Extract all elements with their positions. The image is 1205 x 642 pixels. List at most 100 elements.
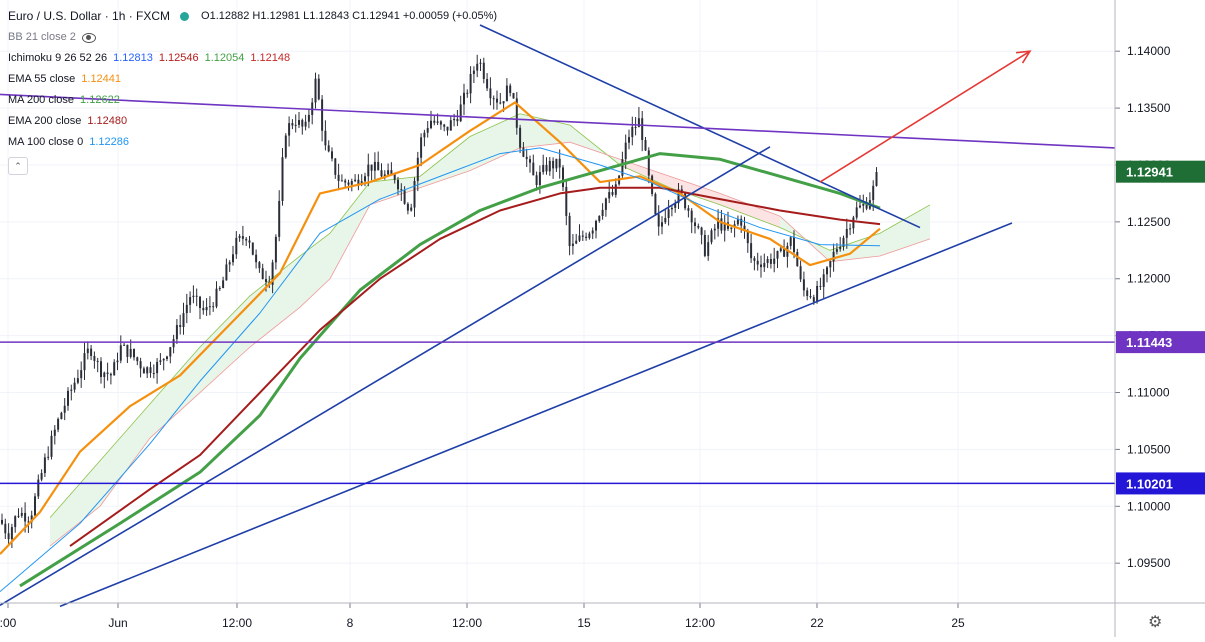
candle-body	[241, 236, 244, 239]
candle-body	[307, 114, 310, 122]
candle-body	[367, 164, 370, 177]
indicator-row[interactable]: MA 100 close 0 1.12286	[8, 132, 497, 153]
candle-body	[347, 182, 350, 185]
price-badge	[1116, 472, 1205, 495]
candle-body	[565, 187, 568, 216]
candle-body	[542, 164, 545, 173]
candle-body	[199, 296, 201, 309]
x-tick-label: 25	[951, 616, 965, 630]
candle-body	[337, 174, 340, 181]
candle-body	[93, 356, 96, 361]
candle-body	[529, 159, 531, 163]
candle-body	[103, 372, 106, 377]
x-tick-label: :00	[0, 616, 17, 630]
candle-body	[40, 473, 43, 480]
cloud-segment	[100, 403, 150, 507]
indicator-row[interactable]: EMA 200 close 1.12480	[8, 111, 497, 132]
candle-body	[581, 235, 584, 237]
candle-body	[354, 179, 357, 182]
candle-body	[545, 164, 548, 172]
indicator-name: Ichimoku 9 26 52 26	[8, 52, 108, 64]
symbol-title[interactable]: Euro / U.S. Dollar · 1h · FXCM	[8, 9, 171, 23]
candle-body	[248, 240, 251, 243]
indicator-row[interactable]: Ichimoku 9 26 52 26 1.12813 1.12546 1.12054…	[8, 48, 497, 69]
candle-body	[357, 179, 360, 185]
candle-body	[449, 120, 452, 131]
candle-body	[789, 237, 792, 246]
candle-body	[667, 209, 670, 218]
indicator-row[interactable]: MA 200 close 1.12622	[8, 90, 497, 111]
candle-body	[119, 345, 122, 361]
candle-body	[232, 254, 234, 263]
candle-body	[175, 325, 178, 340]
candle-body	[555, 158, 558, 169]
candle-body	[469, 74, 472, 94]
candle-body	[123, 344, 126, 346]
candle-body	[195, 295, 198, 297]
trendline	[59, 222, 1013, 608]
candle-body	[258, 262, 261, 269]
candle-body	[552, 160, 555, 169]
candle-body	[773, 258, 776, 264]
ma-line	[19, 152, 881, 588]
candle-body	[760, 264, 762, 268]
candle-body	[142, 368, 145, 374]
indicator-row[interactable]: BB 21 close 2	[8, 27, 497, 48]
hidden-eye-icon[interactable]	[81, 32, 96, 43]
candle-body	[525, 156, 528, 160]
settings-gear-icon[interactable]: ⚙	[1148, 614, 1163, 631]
candle-body	[426, 128, 429, 133]
candle-body	[512, 93, 515, 99]
candle-body	[172, 339, 175, 348]
candle-body	[228, 262, 231, 265]
candle-body	[482, 62, 485, 79]
ohlc-readout: O1.12882 H1.12981 L1.12843 C1.12941 +0.0…	[201, 10, 498, 22]
x-tick-label: Jun	[108, 616, 127, 630]
trendline	[479, 24, 921, 229]
candle-body	[403, 190, 406, 204]
candle-body	[802, 279, 805, 291]
y-tick-label: 1.12500	[1127, 215, 1171, 229]
candle-body	[50, 435, 53, 457]
candle-body	[433, 120, 436, 123]
candle-body	[100, 361, 102, 377]
candle-body	[278, 200, 281, 237]
y-tick-label: 1.14000	[1127, 44, 1171, 58]
candle-body	[70, 389, 73, 391]
indicator-value: 1.12441	[81, 73, 122, 85]
candle-body	[515, 98, 518, 128]
candle-body	[628, 137, 630, 143]
candle-body	[707, 242, 710, 256]
indicator-row[interactable]: EMA 55 close 1.12441	[8, 69, 497, 90]
candle-body	[1, 519, 3, 524]
candle-body	[809, 296, 812, 298]
indicator-name: MA 200 close	[8, 94, 75, 106]
candle-body	[225, 264, 228, 281]
candle-body	[746, 230, 749, 244]
candle-body	[806, 290, 809, 297]
collapse-legend-button[interactable]: ⌃	[8, 157, 28, 175]
candle-body	[783, 248, 786, 257]
candle-body	[317, 78, 320, 100]
candle-body	[598, 215, 601, 221]
candle-body	[875, 172, 878, 186]
candle-body	[829, 261, 832, 268]
candle-body	[641, 118, 644, 140]
candle-body	[690, 210, 693, 223]
candle-body	[423, 132, 426, 138]
candle-body	[116, 360, 119, 363]
candle-body	[793, 237, 795, 253]
ma-line	[0, 147, 881, 593]
indicator-value: 1.12813	[113, 52, 153, 64]
candle-body	[60, 412, 63, 419]
candle-body	[4, 523, 7, 534]
candle-body	[463, 92, 465, 105]
candle-body	[235, 237, 238, 255]
x-tick-label: 12:00	[685, 616, 715, 630]
candle-body	[776, 251, 779, 259]
candle-body	[215, 288, 218, 307]
ichimoku-cloud	[49, 113, 931, 547]
x-tick-label: 12:00	[452, 616, 482, 630]
